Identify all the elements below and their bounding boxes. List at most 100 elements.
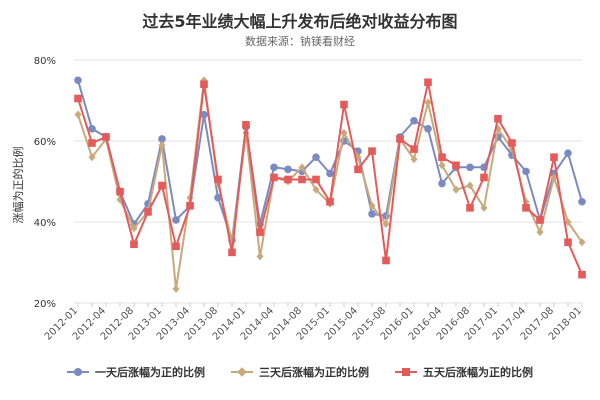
legend-swatch-diamond-icon [231,367,253,377]
data-point-s2-24[interactable] [410,145,418,153]
data-point-s2-21[interactable] [368,147,376,155]
data-point-s1-36[interactable] [578,238,586,247]
data-point-s0-0[interactable] [74,76,82,85]
data-point-s1-27[interactable] [452,185,460,194]
data-point-s1-6[interactable] [158,141,166,150]
data-point-s2-27[interactable] [452,161,460,170]
data-point-s2-19[interactable] [340,100,348,109]
data-point-s2-25[interactable] [424,78,432,87]
data-point-s2-0[interactable] [74,94,82,103]
data-point-s0-24[interactable] [410,116,418,125]
data-point-s1-25[interactable] [424,98,432,107]
data-point-s2-33[interactable] [536,216,544,224]
data-point-s1-21[interactable] [368,201,376,210]
data-point-s0-26[interactable] [438,179,446,188]
data-point-s1-29[interactable] [480,203,488,212]
data-point-s1-4[interactable] [130,224,138,233]
data-point-s2-2[interactable] [102,133,110,141]
data-point-s1-13[interactable] [256,252,264,261]
data-point-s2-22[interactable] [382,256,390,265]
data-point-s2-7[interactable] [172,242,180,251]
data-point-s2-35[interactable] [564,238,572,247]
chart-title: 过去5年业绩大幅上升发布后绝对收益分布图 [142,12,458,31]
data-point-s0-14[interactable] [270,163,278,172]
data-point-s2-30[interactable] [494,114,502,123]
data-point-s1-19[interactable] [340,128,348,137]
data-point-s1-26[interactable] [438,161,446,170]
data-point-s0-25[interactable] [424,125,432,133]
data-point-s0-36[interactable] [578,197,586,206]
data-point-s2-17[interactable] [312,175,320,184]
data-point-s2-14[interactable] [270,173,278,182]
data-point-s2-16[interactable] [298,175,306,184]
data-point-s0-10[interactable] [214,193,222,202]
data-point-s2-11[interactable] [228,248,236,257]
data-point-s2-6[interactable] [158,181,166,190]
data-point-s2-9[interactable] [200,80,208,89]
legend-label-3d: 三天后涨幅为正的比例 [259,366,369,379]
data-point-s2-26[interactable] [438,153,446,161]
data-point-s1-34[interactable] [550,173,558,182]
series-group [74,76,586,293]
data-point-s2-5[interactable] [144,208,152,216]
data-point-s0-7[interactable] [172,216,180,224]
legend: 一天后涨幅为正的比例 三天后涨幅为正的比例 五天后涨幅为正的比例 [0,364,600,380]
legend-label-5d: 五天后涨幅为正的比例 [423,366,533,379]
data-point-s1-0[interactable] [74,110,82,119]
x-axis-ticks: 2012-012012-042012-082013-012013-042013-… [43,303,584,343]
legend-swatch-square-icon [395,367,417,377]
data-point-s0-9[interactable] [200,110,208,119]
data-point-s2-1[interactable] [88,139,96,147]
y-axis-label: 涨幅为正的比例 [11,147,25,224]
data-point-s2-20[interactable] [354,165,362,174]
data-point-s1-24[interactable] [410,155,418,164]
data-point-s1-28[interactable] [466,181,474,190]
data-point-s0-35[interactable] [564,149,572,157]
data-point-s2-10[interactable] [214,175,222,184]
data-point-s1-35[interactable] [564,218,572,226]
data-point-s2-8[interactable] [186,202,194,210]
data-point-s2-31[interactable] [508,139,516,147]
data-point-s1-7[interactable] [172,284,180,293]
data-point-s2-13[interactable] [256,228,264,236]
data-point-s0-18[interactable] [326,169,334,178]
data-point-s1-22[interactable] [382,220,390,229]
data-point-s0-32[interactable] [522,167,530,176]
data-point-s0-15[interactable] [284,165,292,174]
data-point-s1-16[interactable] [298,163,306,172]
data-point-s1-1[interactable] [88,153,96,162]
data-point-s2-29[interactable] [480,173,488,182]
data-point-s2-15[interactable] [284,175,292,184]
y-axis-ticks: 20% 40% 60% 80% [34,56,56,310]
data-point-s2-23[interactable] [396,135,404,143]
chart-subtitle: 数据来源：钠镁看财经 [245,35,355,48]
data-point-s2-3[interactable] [116,187,124,196]
y-tick-label: 20% [34,299,56,310]
data-point-s1-30[interactable] [494,124,502,133]
series-line-0 [77,80,583,241]
data-point-s0-17[interactable] [312,153,320,161]
data-point-s0-6[interactable] [158,135,166,143]
legend-item-1d[interactable]: 一天后涨幅为正的比例 [67,364,205,380]
data-point-s2-32[interactable] [522,204,530,212]
data-point-s2-12[interactable] [242,121,250,129]
y-tick-label: 60% [34,137,56,148]
y-tick-label: 80% [34,56,56,67]
data-point-s1-17[interactable] [312,185,320,194]
legend-label-1d: 一天后涨幅为正的比例 [95,366,205,379]
legend-item-3d[interactable]: 三天后涨幅为正的比例 [231,364,369,380]
data-point-s1-33[interactable] [536,228,544,237]
data-point-s2-4[interactable] [130,240,138,249]
gridlines [74,59,582,304]
data-point-s0-28[interactable] [466,163,474,172]
data-point-s2-18[interactable] [326,197,334,206]
data-point-s2-34[interactable] [550,153,558,161]
data-point-s2-36[interactable] [578,270,586,279]
data-point-s0-21[interactable] [368,210,376,218]
data-point-s2-28[interactable] [466,204,474,212]
y-tick-label: 40% [34,218,56,229]
legend-item-5d[interactable]: 五天后涨幅为正的比例 [395,364,533,380]
data-point-s0-1[interactable] [88,125,96,133]
